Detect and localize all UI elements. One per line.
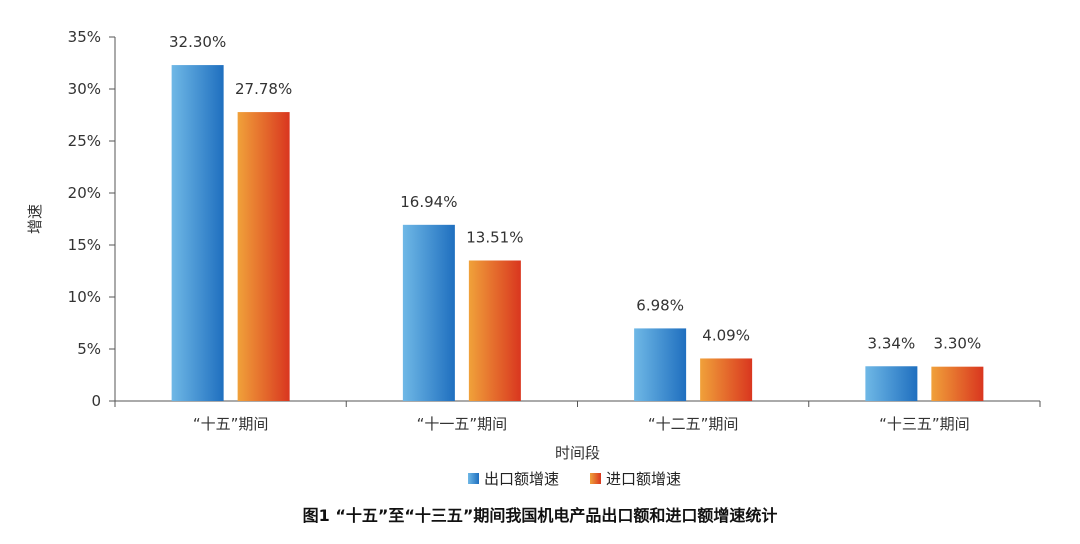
data-label: 32.30% bbox=[169, 33, 226, 51]
data-label: 16.94% bbox=[400, 193, 457, 211]
bar-import bbox=[931, 366, 984, 401]
bar-export bbox=[171, 65, 224, 401]
y-tick-label: 10% bbox=[68, 288, 101, 306]
y-tick-label: 0 bbox=[91, 392, 101, 410]
data-label: 3.30% bbox=[934, 335, 982, 353]
bar-export bbox=[402, 224, 455, 401]
bar-import bbox=[237, 112, 290, 401]
legend-label: 进口额增速 bbox=[606, 470, 681, 488]
data-label: 13.51% bbox=[466, 228, 523, 246]
figure-caption: 图1 “十五”至“十三五”期间我国机电产品出口额和进口额增速统计 bbox=[302, 506, 778, 525]
bar-export bbox=[634, 328, 687, 401]
y-tick-label: 20% bbox=[68, 184, 101, 202]
y-tick-label: 15% bbox=[68, 236, 101, 254]
x-category-label: “十五”期间 bbox=[193, 415, 269, 433]
data-label: 4.09% bbox=[702, 326, 750, 344]
y-axis-title: 增速 bbox=[26, 204, 44, 234]
y-tick-label: 35% bbox=[68, 28, 101, 46]
data-label: 3.34% bbox=[868, 334, 916, 352]
bar-export bbox=[865, 366, 918, 401]
bar-import bbox=[468, 260, 521, 401]
x-category-label: “十二五”期间 bbox=[648, 415, 739, 433]
bar-import bbox=[700, 358, 753, 401]
legend-label: 出口额增速 bbox=[484, 470, 559, 488]
data-label: 27.78% bbox=[235, 80, 292, 98]
x-category-label: “十一五”期间 bbox=[417, 415, 508, 433]
data-label: 6.98% bbox=[636, 296, 684, 314]
x-category-label: “十三五”期间 bbox=[879, 415, 970, 433]
y-tick-label: 5% bbox=[77, 340, 101, 358]
legend-swatch bbox=[590, 473, 601, 484]
legend-swatch bbox=[468, 473, 479, 484]
y-tick-label: 30% bbox=[68, 80, 101, 98]
y-tick-label: 25% bbox=[68, 132, 101, 150]
x-axis-title: 时间段 bbox=[555, 444, 600, 462]
